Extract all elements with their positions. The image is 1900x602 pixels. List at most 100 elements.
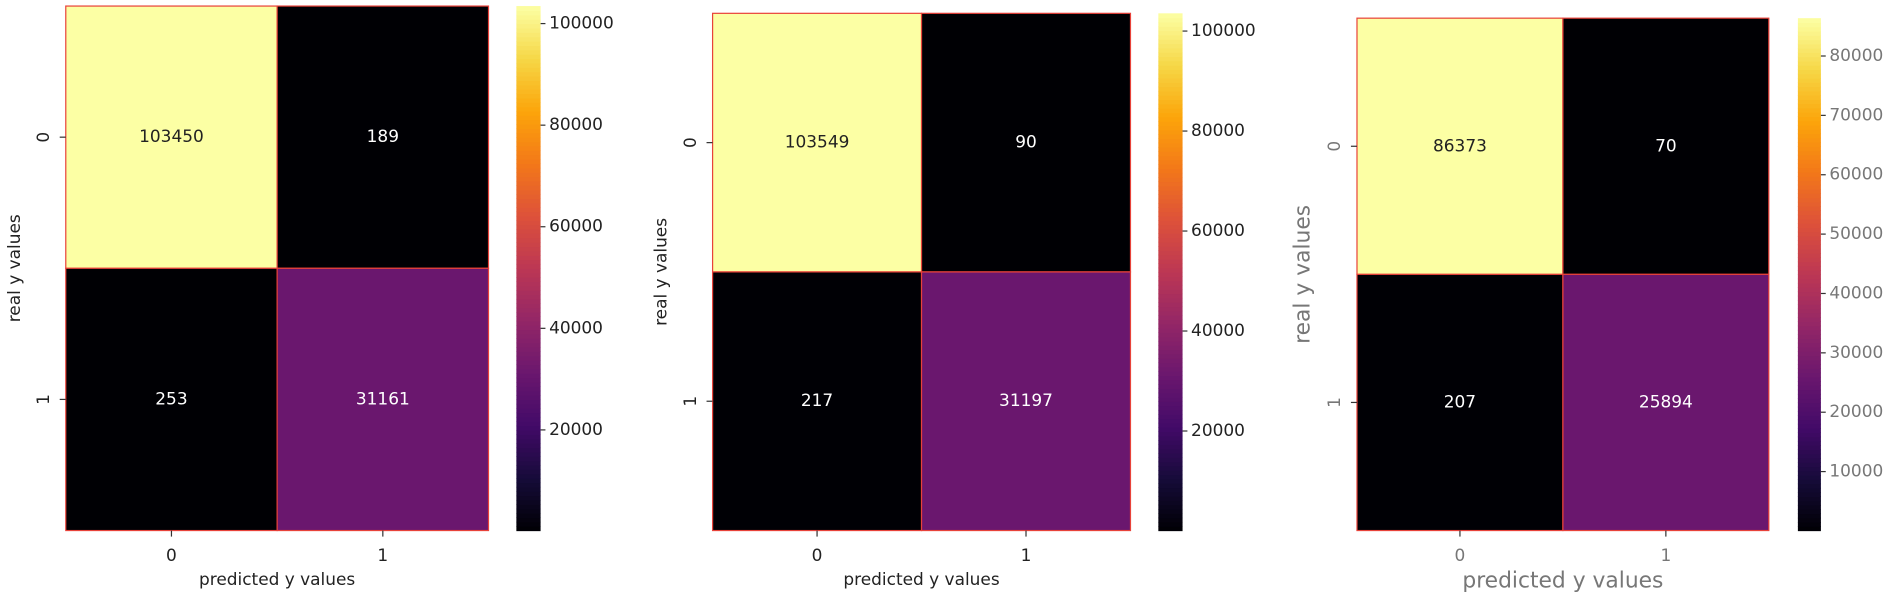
y-tick-label: 0 [33, 132, 53, 143]
colorbar-segment [1158, 56, 1183, 62]
colorbar-segment [516, 36, 541, 42]
colorbar-segment [1158, 418, 1183, 424]
colorbar-segment [1158, 461, 1183, 467]
cell-label: 207 [1444, 391, 1476, 411]
colorbar-segment [516, 228, 541, 234]
colorbar-segment [1797, 124, 1821, 130]
colorbar-segment [1158, 65, 1183, 70]
colorbar-segment [1158, 353, 1183, 359]
colorbar-segment [516, 233, 541, 239]
colorbar-segment [516, 381, 541, 387]
colorbar-tick-label: 40000 [1191, 320, 1245, 340]
colorbar-segment [516, 14, 541, 20]
colorbar-segment [1797, 86, 1821, 92]
colorbar-segment [516, 41, 541, 46]
colorbar-segment [516, 211, 541, 217]
colorbar-segment [1158, 47, 1183, 53]
colorbar-segment [516, 185, 541, 191]
colorbar-segment [1797, 218, 1821, 224]
colorbar-tick-label: 100000 [549, 13, 614, 33]
colorbar-segment [1797, 116, 1821, 122]
colorbar-segment [516, 281, 541, 287]
colorbar-tick-label: 10000 [1829, 461, 1883, 481]
colorbar-segment [1797, 227, 1821, 233]
colorbar-segment [1797, 270, 1821, 275]
colorbar-segment [516, 495, 541, 501]
colorbar-segment [1797, 95, 1821, 100]
colorbar-segment [1797, 77, 1821, 83]
colorbar-segment [1158, 99, 1183, 105]
colorbar-segment [1158, 69, 1183, 75]
heatmap-cell [276, 267, 490, 532]
colorbar-segment [1797, 334, 1821, 340]
colorbar-segment [516, 19, 541, 25]
colorbar-segment [1797, 291, 1821, 297]
colorbar-segment [1797, 184, 1821, 190]
colorbar-segment [1158, 17, 1183, 23]
colorbar-segment [516, 277, 541, 283]
y-tick-label: 1 [680, 396, 700, 407]
colorbar-segment [1797, 282, 1821, 288]
colorbar-segment [1797, 398, 1821, 404]
colorbar-segment [516, 110, 541, 116]
colorbar-segment [516, 342, 541, 348]
colorbar-segment [516, 202, 541, 208]
colorbar-tick-label: 60000 [549, 216, 603, 236]
colorbar-segment [516, 268, 541, 274]
colorbar-segment [516, 93, 541, 99]
colorbar-segment [1797, 368, 1821, 374]
colorbar-segment [1158, 82, 1183, 88]
colorbar-segment [1797, 193, 1821, 199]
colorbar-segment [516, 23, 541, 29]
colorbar-segment [516, 224, 541, 230]
colorbar-segment [1158, 129, 1183, 135]
colorbar-segment [1158, 306, 1183, 312]
colorbar-segment [1158, 246, 1183, 251]
colorbar-segment [1797, 312, 1821, 318]
colorbar-segment [1158, 155, 1183, 161]
colorbar-segment [516, 460, 541, 466]
colorbar-segment [516, 272, 541, 278]
colorbar-segment [1158, 345, 1183, 351]
colorbar-segment [1158, 142, 1183, 148]
colorbar-segment [1158, 332, 1183, 338]
colorbar-segment [516, 364, 541, 370]
colorbar-segment [516, 163, 541, 169]
colorbar-segment [516, 368, 541, 374]
x-tick-label: 1 [377, 545, 388, 565]
colorbar-segment [1797, 496, 1821, 502]
colorbar-segment [1797, 214, 1821, 220]
colorbar-segment [1158, 233, 1183, 239]
colorbar-segment [516, 486, 541, 492]
colorbar-segment [1158, 21, 1183, 27]
colorbar-segment [1797, 90, 1821, 96]
colorbar-segment [516, 416, 541, 422]
colorbar-segment [516, 119, 541, 125]
colorbar-segment [1797, 325, 1821, 331]
colorbar-segment [1797, 99, 1821, 105]
colorbar-segment [1158, 263, 1183, 269]
colorbar-segment [516, 377, 541, 383]
colorbar-segment [516, 242, 541, 248]
colorbar-segment [516, 45, 541, 51]
colorbar-segment [1797, 504, 1821, 510]
colorbar-segment [1797, 65, 1821, 71]
colorbar-segment [1158, 435, 1183, 441]
colorbar-segment [1797, 159, 1821, 164]
colorbar-segment [516, 89, 541, 95]
colorbar-segment [1158, 190, 1183, 195]
colorbar-segment [1797, 176, 1821, 182]
colorbar-segment [516, 395, 541, 401]
colorbar-segment [1797, 423, 1821, 429]
colorbar-segment [516, 124, 541, 130]
colorbar-segment [516, 464, 541, 470]
y-axis-label: real y values [651, 218, 671, 326]
colorbar-segment [516, 115, 541, 121]
colorbar-segment [1158, 349, 1183, 355]
colorbar-segment [1797, 457, 1821, 463]
colorbar-tick-label: 70000 [1829, 104, 1883, 124]
colorbar-segment [1797, 509, 1821, 515]
colorbar-segment [1158, 457, 1183, 463]
colorbar-segment [1158, 198, 1183, 204]
colorbar-segment [516, 447, 541, 453]
